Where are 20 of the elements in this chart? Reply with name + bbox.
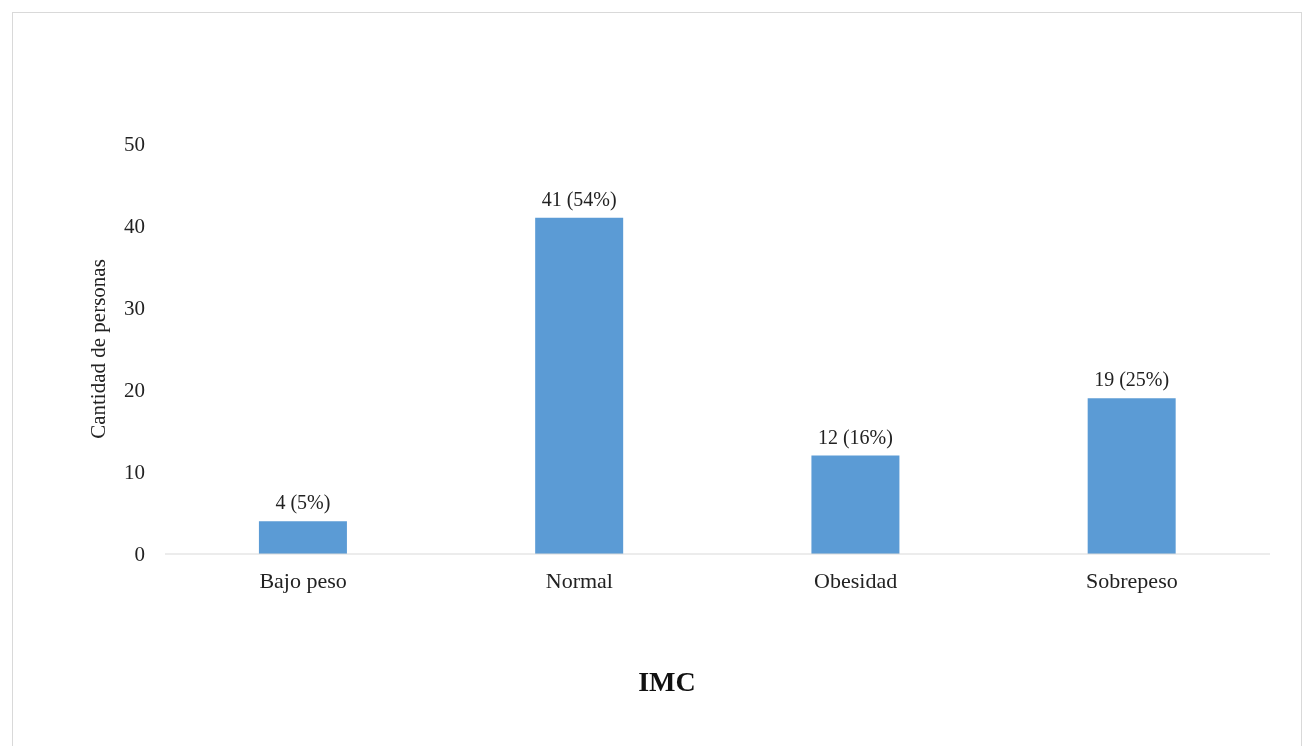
x-tick-label: Sobrepeso [1086, 567, 1178, 593]
bar [258, 521, 347, 554]
y-axis-title: Cantidad de personas [85, 259, 111, 439]
y-tick-label: 20 [124, 378, 145, 403]
x-tick-label: Bajo peso [259, 567, 347, 593]
y-tick-label: 10 [124, 460, 145, 485]
data-label: 4 (5%) [275, 491, 331, 515]
y-tick-label: 40 [124, 214, 145, 239]
data-label: 12 (16%) [817, 425, 893, 449]
y-tick-label: 30 [124, 296, 145, 321]
y-tick-label: 0 [134, 542, 145, 567]
bar [811, 455, 900, 554]
data-label: 19 (25%) [1094, 368, 1170, 392]
x-axis-title: IMC [638, 666, 696, 698]
x-tick-label: Obesidad [814, 567, 898, 593]
data-label: 41 (54%) [541, 187, 617, 211]
bar [1087, 398, 1176, 554]
bar [535, 217, 624, 554]
x-tick-label: Normal [545, 567, 613, 593]
y-tick-label: 50 [124, 132, 145, 157]
